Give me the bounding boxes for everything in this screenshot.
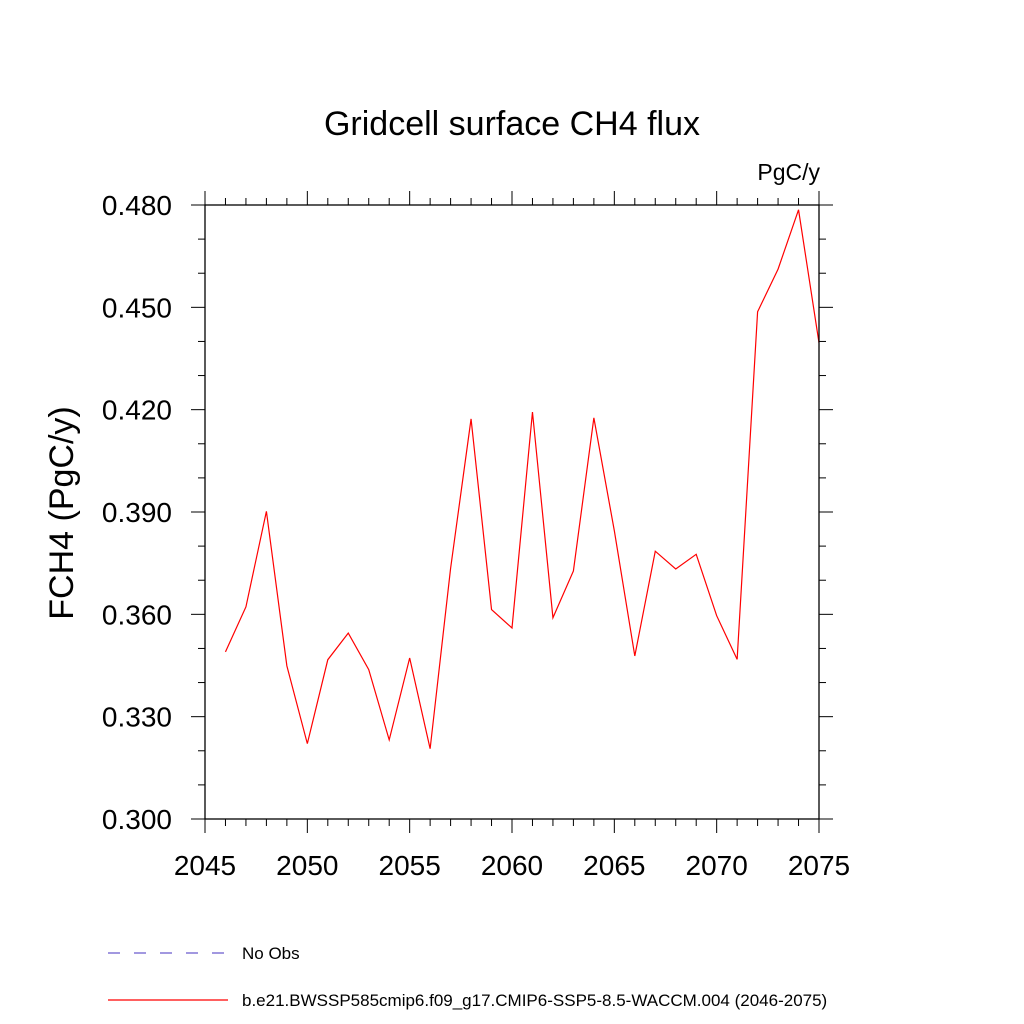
legend: No Obs b.e21.BWSSP585cmip6.f09_g17.CMIP6… (108, 944, 827, 1010)
x-tick-label: 2065 (583, 850, 645, 881)
y-tick-label: 0.330 (102, 702, 172, 733)
axis-tick-labels: 2045 2050 2055 2060 2065 2070 2075 0.300 0.330 0.… (102, 190, 850, 881)
series-layer (224, 209, 820, 749)
y-tick-label: 0.480 (102, 190, 172, 221)
y-tick-label: 0.450 (102, 292, 172, 323)
y-tick-label: 0.420 (102, 395, 172, 426)
plot-frame (204, 204, 820, 820)
series-line-0 (224, 209, 820, 749)
x-tick-label: 2050 (276, 850, 338, 881)
y-tick-label: 0.360 (102, 599, 172, 630)
x-tick-label: 2055 (379, 850, 441, 881)
x-tick-label: 2070 (686, 850, 748, 881)
y-tick-label: 0.300 (102, 804, 172, 835)
x-tick-label: 2075 (788, 850, 850, 881)
legend-label-model-run: b.e21.BWSSP585cmip6.f09_g17.CMIP6-SSP5-8… (242, 991, 827, 1010)
chart-title: Gridcell surface CH4 flux (324, 105, 700, 143)
y-tick-label: 0.390 (102, 497, 172, 528)
axis-ticks (191, 191, 833, 833)
x-tick-label: 2045 (174, 850, 236, 881)
x-tick-label: 2060 (481, 850, 543, 881)
units-label: PgC/y (757, 159, 820, 185)
y-axis-label: FCH4 (PgC/y) (43, 406, 81, 619)
legend-label-no-obs: No Obs (242, 944, 300, 963)
